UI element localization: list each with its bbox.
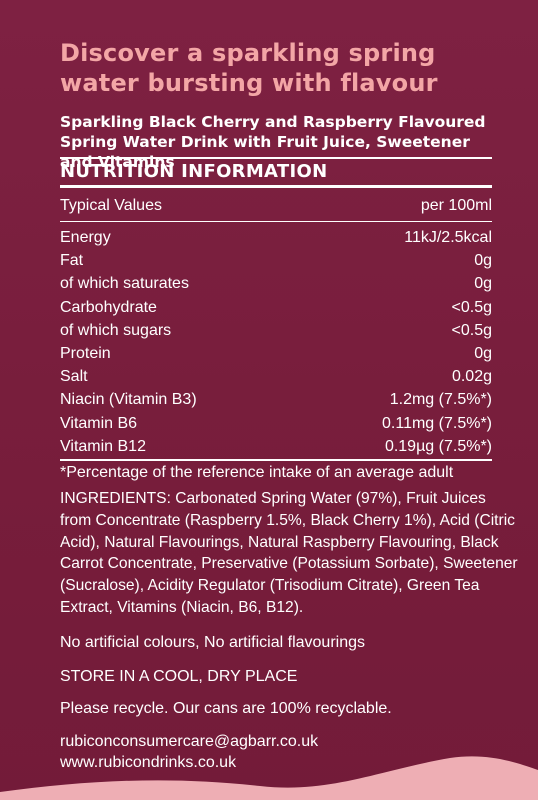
table-row: Carbohydrate <0.5g — [60, 296, 492, 319]
nutrient-value: 0.02g — [451, 368, 492, 386]
nutrient-label: Carbohydrate — [60, 298, 157, 316]
nutrient-value: 0.19µg (7.5%*) — [384, 437, 492, 455]
nutrient-label: Vitamin B12 — [60, 437, 146, 455]
nutrient-value: 0g — [474, 344, 492, 362]
nutrition-header-row: Typical Values per 100ml — [60, 197, 492, 219]
nutrient-value: 0g — [474, 275, 492, 293]
recycle-text: Please recycle. Our cans are 100% recycl… — [60, 700, 392, 717]
nutrient-value: 0g — [474, 252, 492, 270]
divider-thin — [60, 221, 492, 222]
nutrient-label: Energy — [60, 229, 111, 246]
product-name: Sparkling Black Cherry and Raspberry Fla… — [60, 113, 486, 171]
nutrient-label: Fat — [60, 252, 84, 270]
divider-thick — [60, 185, 492, 188]
nutrient-value: <0.5g — [451, 321, 492, 339]
table-row: Vitamin B6 0.11mg (7.5%*) — [60, 412, 492, 435]
nutrient-label: Vitamin B6 — [60, 414, 138, 432]
claims-text: No artificial colours, No artificial fla… — [60, 634, 365, 651]
nutrient-value: 0.11mg (7.5%*) — [382, 414, 492, 432]
nutrient-value: 1.2mg (7.5%*) — [389, 391, 492, 409]
nutrient-label: Protein — [60, 344, 111, 362]
nutrient-label: of which saturates — [60, 275, 189, 293]
table-row: Vitamin B12 0.19µg (7.5%*) — [60, 435, 492, 458]
nutrient-label: Salt — [60, 368, 88, 386]
headline: Discover a sparkling spring water bursti… — [60, 39, 438, 97]
table-row: Niacin (Vitamin B3) 1.2mg (7.5%*) — [60, 388, 492, 411]
nutrition-table: Energy 11kJ/2.5kcal Fat 0g of which satura… — [60, 226, 492, 458]
table-row: Energy 11kJ/2.5kcal — [60, 226, 492, 249]
typical-values-label: Typical Values — [60, 197, 162, 214]
per-100ml-label: per 100ml — [420, 197, 492, 214]
decorative-wave — [0, 756, 538, 800]
storage-text: STORE IN A COOL, DRY PLACE — [60, 668, 298, 685]
contact-email: rubiconconsumercare@agbarr.co.uk — [60, 733, 319, 750]
nutrient-value: 11kJ/2.5kcal — [404, 229, 492, 246]
divider-bottom — [60, 459, 492, 461]
nutrition-title: NUTRITION INFORMATION — [60, 161, 328, 182]
table-row: Protein 0g — [60, 342, 492, 365]
table-row: of which saturates 0g — [60, 272, 492, 295]
ingredients-text: INGREDIENTS: Carbonated Spring Water (97… — [60, 490, 518, 616]
table-row: Fat 0g — [60, 249, 492, 272]
nutrient-value: <0.5g — [451, 298, 492, 316]
nutrient-label: Niacin (Vitamin B3) — [60, 391, 197, 409]
divider-top — [60, 157, 492, 159]
table-row: of which sugars <0.5g — [60, 319, 492, 342]
nutrient-label: of which sugars — [60, 321, 172, 339]
website-url: www.rubicondrinks.co.uk — [60, 754, 237, 771]
table-row: Salt 0.02g — [60, 365, 492, 388]
reference-intake-footnote: *Percentage of the reference intake of a… — [60, 464, 454, 481]
